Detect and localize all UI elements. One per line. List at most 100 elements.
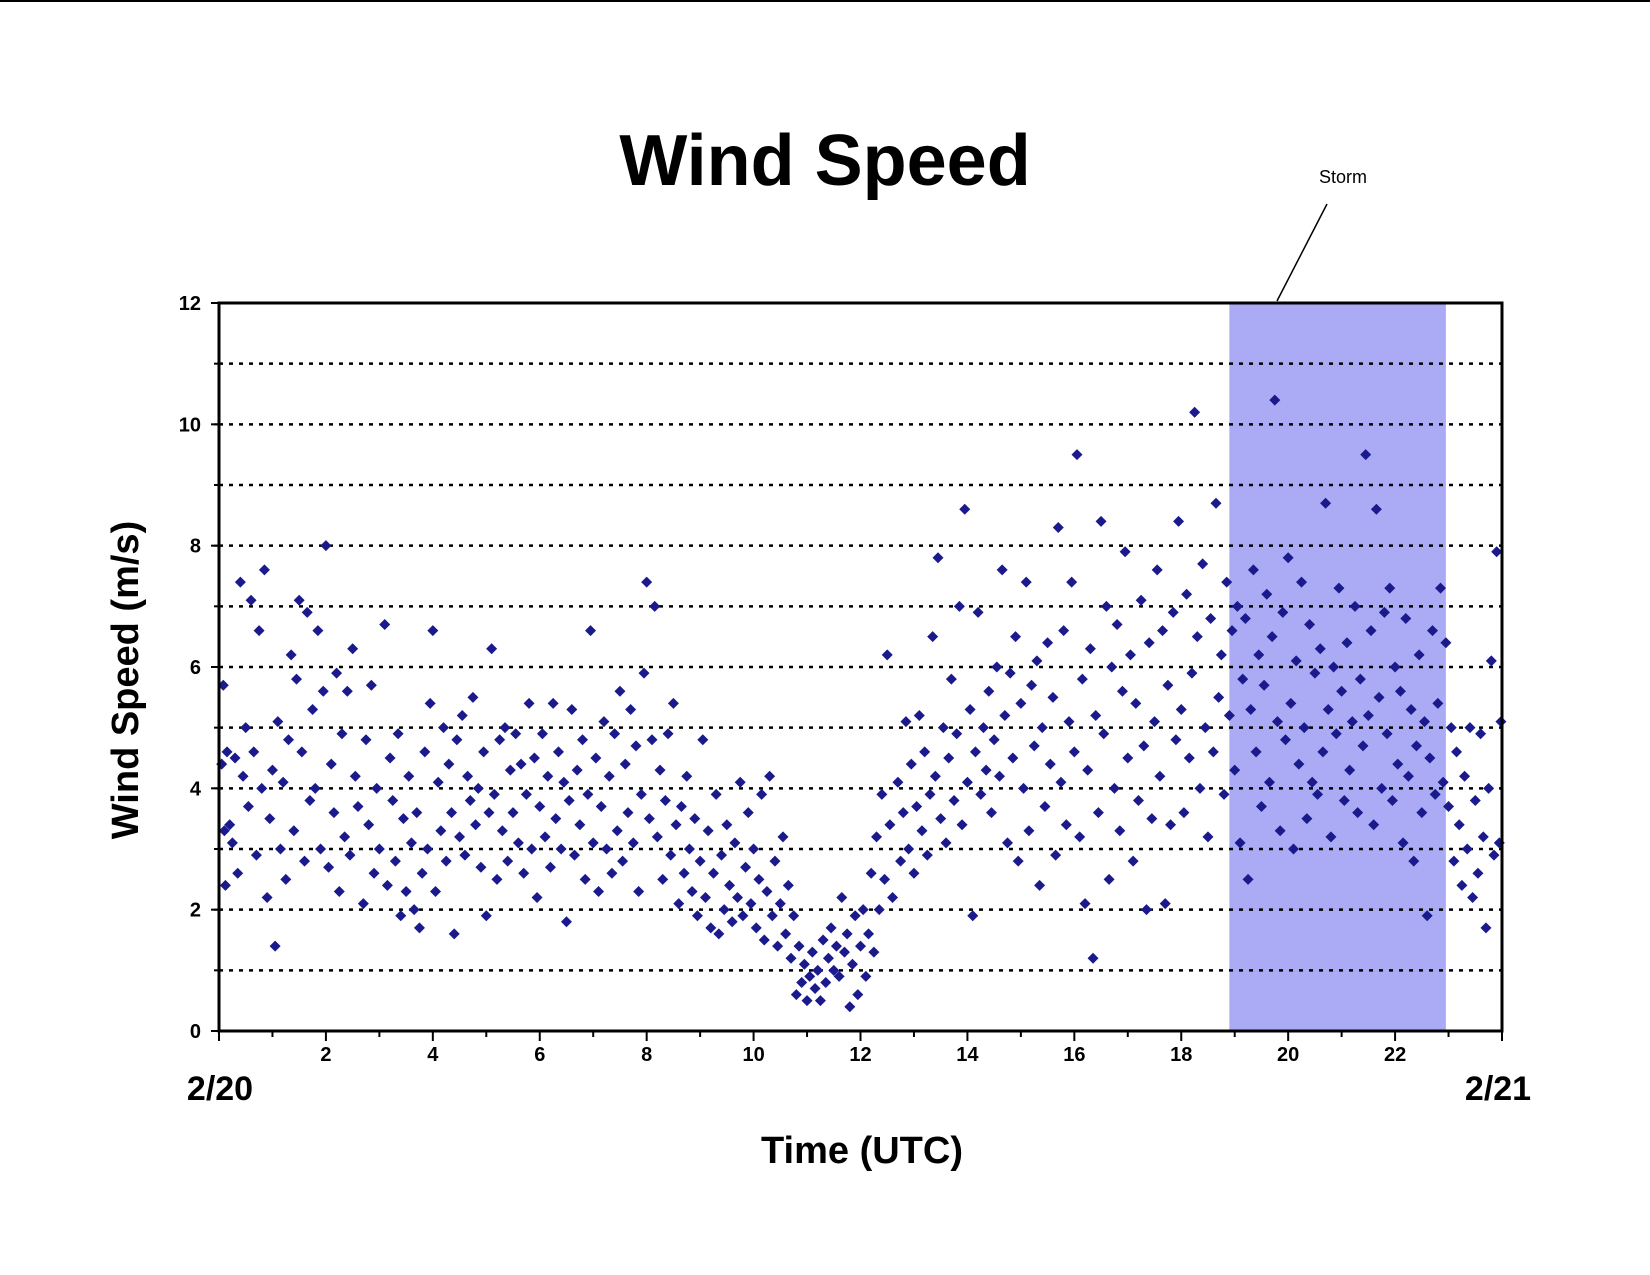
data-point — [903, 843, 915, 855]
data-point — [526, 843, 538, 855]
data-point — [863, 928, 875, 940]
data-point — [312, 625, 324, 637]
data-point — [432, 776, 444, 788]
data-point — [1100, 600, 1112, 612]
data-point — [935, 813, 947, 825]
data-point — [483, 807, 495, 819]
data-point — [905, 758, 917, 770]
data-point — [349, 770, 361, 782]
data-point — [1071, 449, 1083, 461]
data-point — [820, 976, 832, 988]
data-point — [654, 764, 666, 776]
data-point — [1183, 752, 1195, 764]
data-point — [253, 625, 265, 637]
data-point — [1095, 515, 1107, 527]
data-point — [707, 867, 719, 879]
data-point — [852, 989, 864, 1001]
data-point — [1472, 867, 1484, 879]
data-point — [662, 728, 674, 740]
top-border-line — [0, 0, 1650, 2]
data-point — [256, 782, 268, 794]
data-point — [721, 819, 733, 831]
data-point — [1058, 625, 1070, 637]
data-point — [657, 873, 669, 885]
data-point — [1082, 764, 1094, 776]
data-point — [790, 989, 802, 1001]
data-point — [1416, 807, 1428, 819]
data-point — [1338, 794, 1350, 806]
data-point — [1413, 649, 1425, 661]
data-point — [245, 594, 257, 606]
data-point — [248, 746, 260, 758]
data-point — [828, 964, 840, 976]
data-point — [389, 855, 401, 867]
data-point — [871, 831, 883, 843]
data-point — [975, 788, 987, 800]
data-point — [1044, 758, 1056, 770]
data-point — [411, 807, 423, 819]
data-point — [774, 898, 786, 910]
data-point — [264, 813, 276, 825]
data-point — [793, 940, 805, 952]
data-point — [1047, 691, 1059, 703]
data-point — [606, 867, 618, 879]
data-point — [224, 819, 236, 831]
storm-annotation-label: Storm — [1319, 167, 1367, 187]
data-point — [1108, 782, 1120, 794]
data-point — [1336, 685, 1348, 697]
data-point — [764, 770, 776, 782]
data-point — [651, 831, 663, 843]
data-point — [1368, 819, 1380, 831]
data-point — [857, 904, 869, 916]
data-point — [542, 770, 554, 782]
data-point — [1092, 807, 1104, 819]
data-point — [1376, 782, 1388, 794]
data-point — [1424, 752, 1436, 764]
data-point — [1389, 661, 1401, 673]
data-point — [638, 667, 650, 679]
data-point — [884, 819, 896, 831]
data-point — [1410, 740, 1422, 752]
data-point — [475, 861, 487, 873]
data-point — [860, 970, 872, 982]
data-point — [218, 825, 230, 837]
data-point — [716, 849, 728, 861]
data-point — [438, 722, 450, 734]
data-point — [577, 734, 589, 746]
data-point — [665, 849, 677, 861]
x-tick-label: 6 — [534, 1044, 545, 1066]
data-point — [948, 794, 960, 806]
data-point — [1360, 449, 1372, 461]
data-point — [242, 801, 254, 813]
data-point — [427, 625, 439, 637]
data-point — [675, 801, 687, 813]
data-point — [1138, 740, 1150, 752]
data-point — [929, 770, 941, 782]
data-point — [250, 849, 262, 861]
data-point — [667, 697, 679, 709]
data-point — [1026, 679, 1038, 691]
data-point — [983, 685, 995, 697]
data-point — [1258, 679, 1270, 691]
data-point — [1365, 625, 1377, 637]
data-point — [405, 837, 417, 849]
data-point — [454, 831, 466, 843]
data-point — [237, 770, 249, 782]
data-point — [1226, 625, 1238, 637]
x-tick-label: 20 — [1277, 1044, 1299, 1066]
date-label-start: 2/20 — [187, 1070, 253, 1108]
data-point — [1143, 637, 1155, 649]
data-point — [400, 885, 412, 897]
data-point — [635, 788, 647, 800]
data-point — [841, 928, 853, 940]
data-point — [649, 600, 661, 612]
data-point — [547, 697, 559, 709]
data-point — [1002, 837, 1014, 849]
data-point — [280, 873, 292, 885]
data-point — [1135, 594, 1147, 606]
data-point — [718, 904, 730, 916]
data-point — [1031, 655, 1043, 667]
data-point — [1384, 582, 1396, 594]
data-point — [1114, 825, 1126, 837]
data-point — [1159, 898, 1171, 910]
